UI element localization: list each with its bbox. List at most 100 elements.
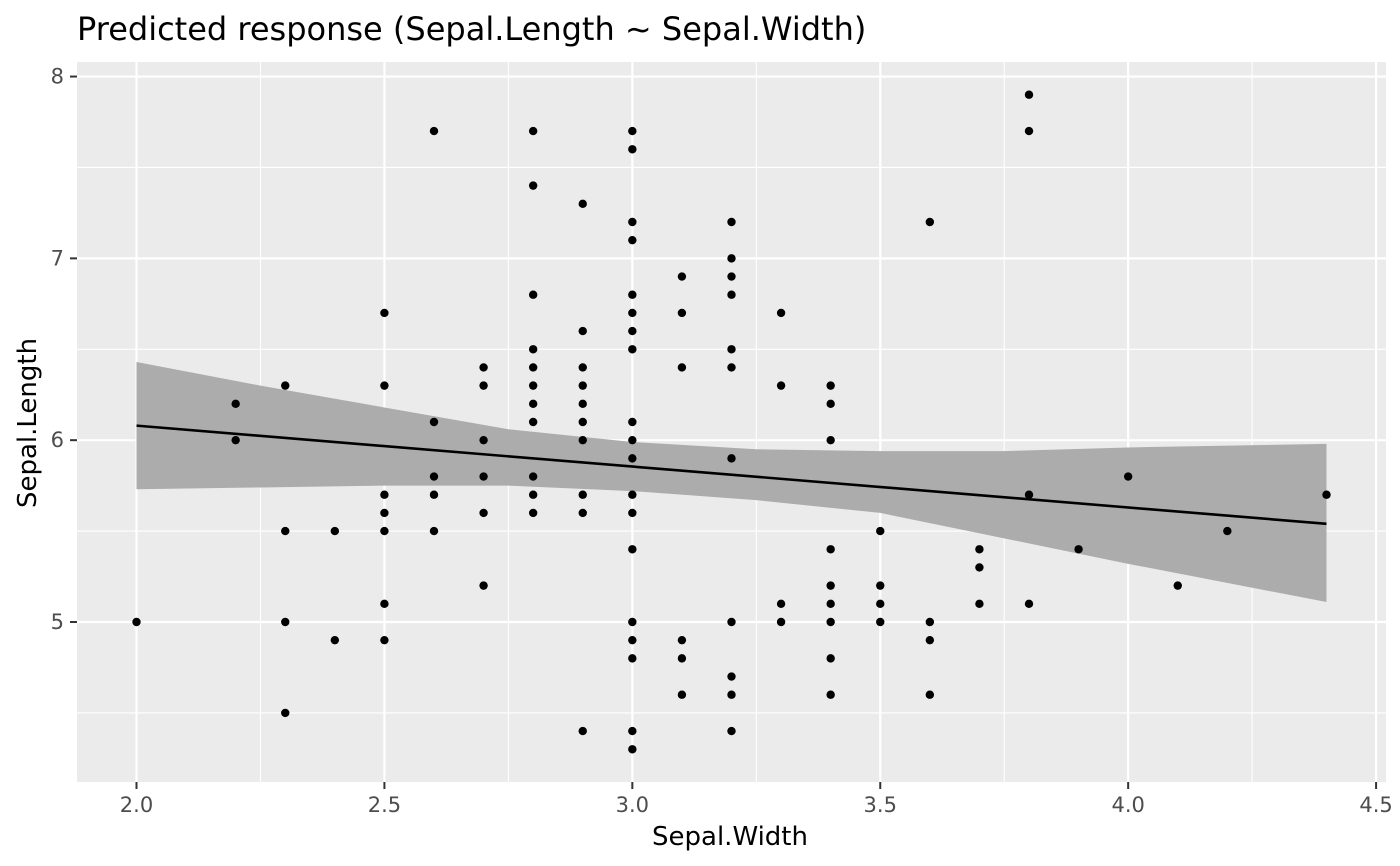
data-point xyxy=(727,617,736,627)
data-point xyxy=(578,199,587,209)
data-point xyxy=(1024,599,1034,609)
data-point xyxy=(628,417,637,427)
data-point xyxy=(1024,90,1034,99)
data-point xyxy=(628,745,637,754)
data-point xyxy=(826,381,835,390)
data-point xyxy=(925,690,935,699)
y-tick-label: 7 xyxy=(51,246,64,270)
data-point xyxy=(231,399,240,409)
data-point xyxy=(281,526,290,536)
data-point xyxy=(628,726,637,736)
data-point xyxy=(727,254,736,263)
data-point xyxy=(281,381,290,390)
data-point xyxy=(826,581,835,590)
data-point xyxy=(528,472,538,481)
data-point xyxy=(628,454,637,463)
data-point xyxy=(628,126,637,136)
data-point xyxy=(479,363,488,372)
data-point xyxy=(528,399,538,409)
data-point xyxy=(727,363,736,372)
x-axis: 2.0 2.5 3.0 3.5 4.0 4.5 xyxy=(120,782,1393,817)
data-point xyxy=(677,363,687,372)
data-point xyxy=(727,672,736,681)
data-point xyxy=(528,290,538,299)
data-point xyxy=(380,635,389,645)
data-point xyxy=(628,217,637,227)
data-point xyxy=(380,381,389,390)
data-point xyxy=(727,690,736,699)
data-point xyxy=(578,363,587,372)
data-point xyxy=(925,217,935,227)
y-tick-label: 6 xyxy=(51,428,64,452)
data-point xyxy=(776,381,786,390)
data-point xyxy=(528,363,538,372)
data-point xyxy=(628,326,637,336)
data-point xyxy=(876,617,885,627)
data-point xyxy=(826,545,835,554)
data-point xyxy=(677,635,687,645)
data-point xyxy=(479,508,488,518)
data-point xyxy=(429,126,439,136)
data-point xyxy=(628,617,637,627)
data-point xyxy=(479,381,488,390)
data-point xyxy=(925,617,935,627)
data-point xyxy=(925,635,935,645)
data-point xyxy=(528,345,538,354)
data-point xyxy=(628,545,637,554)
data-point xyxy=(132,617,141,627)
data-point xyxy=(975,563,984,572)
data-point xyxy=(528,381,538,390)
data-point xyxy=(727,345,736,354)
data-point xyxy=(380,526,389,536)
data-point xyxy=(330,635,340,645)
data-point xyxy=(1223,526,1232,536)
data-point xyxy=(876,581,885,590)
data-point xyxy=(628,235,637,245)
data-point xyxy=(975,545,984,554)
data-point xyxy=(429,490,439,499)
x-tick-label: 4.5 xyxy=(1359,793,1392,817)
data-point xyxy=(578,726,587,736)
data-point xyxy=(1322,490,1331,499)
data-point xyxy=(826,399,835,409)
y-tick-label: 8 xyxy=(51,65,64,89)
data-point xyxy=(727,290,736,299)
y-axis: 5 6 7 8 xyxy=(51,65,77,634)
data-point xyxy=(429,417,439,427)
data-point xyxy=(1123,472,1133,481)
data-point xyxy=(628,290,637,299)
data-point xyxy=(727,272,736,281)
data-point xyxy=(826,690,835,699)
data-point xyxy=(776,599,786,609)
data-point xyxy=(281,708,290,718)
data-point xyxy=(578,435,587,445)
data-point xyxy=(628,654,637,663)
data-point xyxy=(578,381,587,390)
data-point xyxy=(628,308,637,318)
data-point xyxy=(528,417,538,427)
data-point xyxy=(975,599,984,609)
data-point xyxy=(628,145,637,154)
data-point xyxy=(528,490,538,499)
data-point xyxy=(677,272,687,281)
data-point xyxy=(528,181,538,190)
data-point xyxy=(628,345,637,354)
data-point xyxy=(380,508,389,518)
data-point xyxy=(826,435,835,445)
data-point xyxy=(677,690,687,699)
data-points xyxy=(132,90,1331,754)
y-axis-title: Sepal.Length xyxy=(13,338,43,508)
data-point xyxy=(380,308,389,318)
data-point xyxy=(1173,581,1182,590)
data-point xyxy=(1024,490,1034,499)
data-point xyxy=(578,417,587,427)
data-point xyxy=(479,472,488,481)
data-point xyxy=(528,508,538,518)
data-point xyxy=(628,435,637,445)
data-point xyxy=(528,126,538,136)
data-point xyxy=(628,508,637,518)
data-point xyxy=(578,326,587,336)
data-point xyxy=(628,635,637,645)
y-tick-label: 5 xyxy=(51,610,64,634)
